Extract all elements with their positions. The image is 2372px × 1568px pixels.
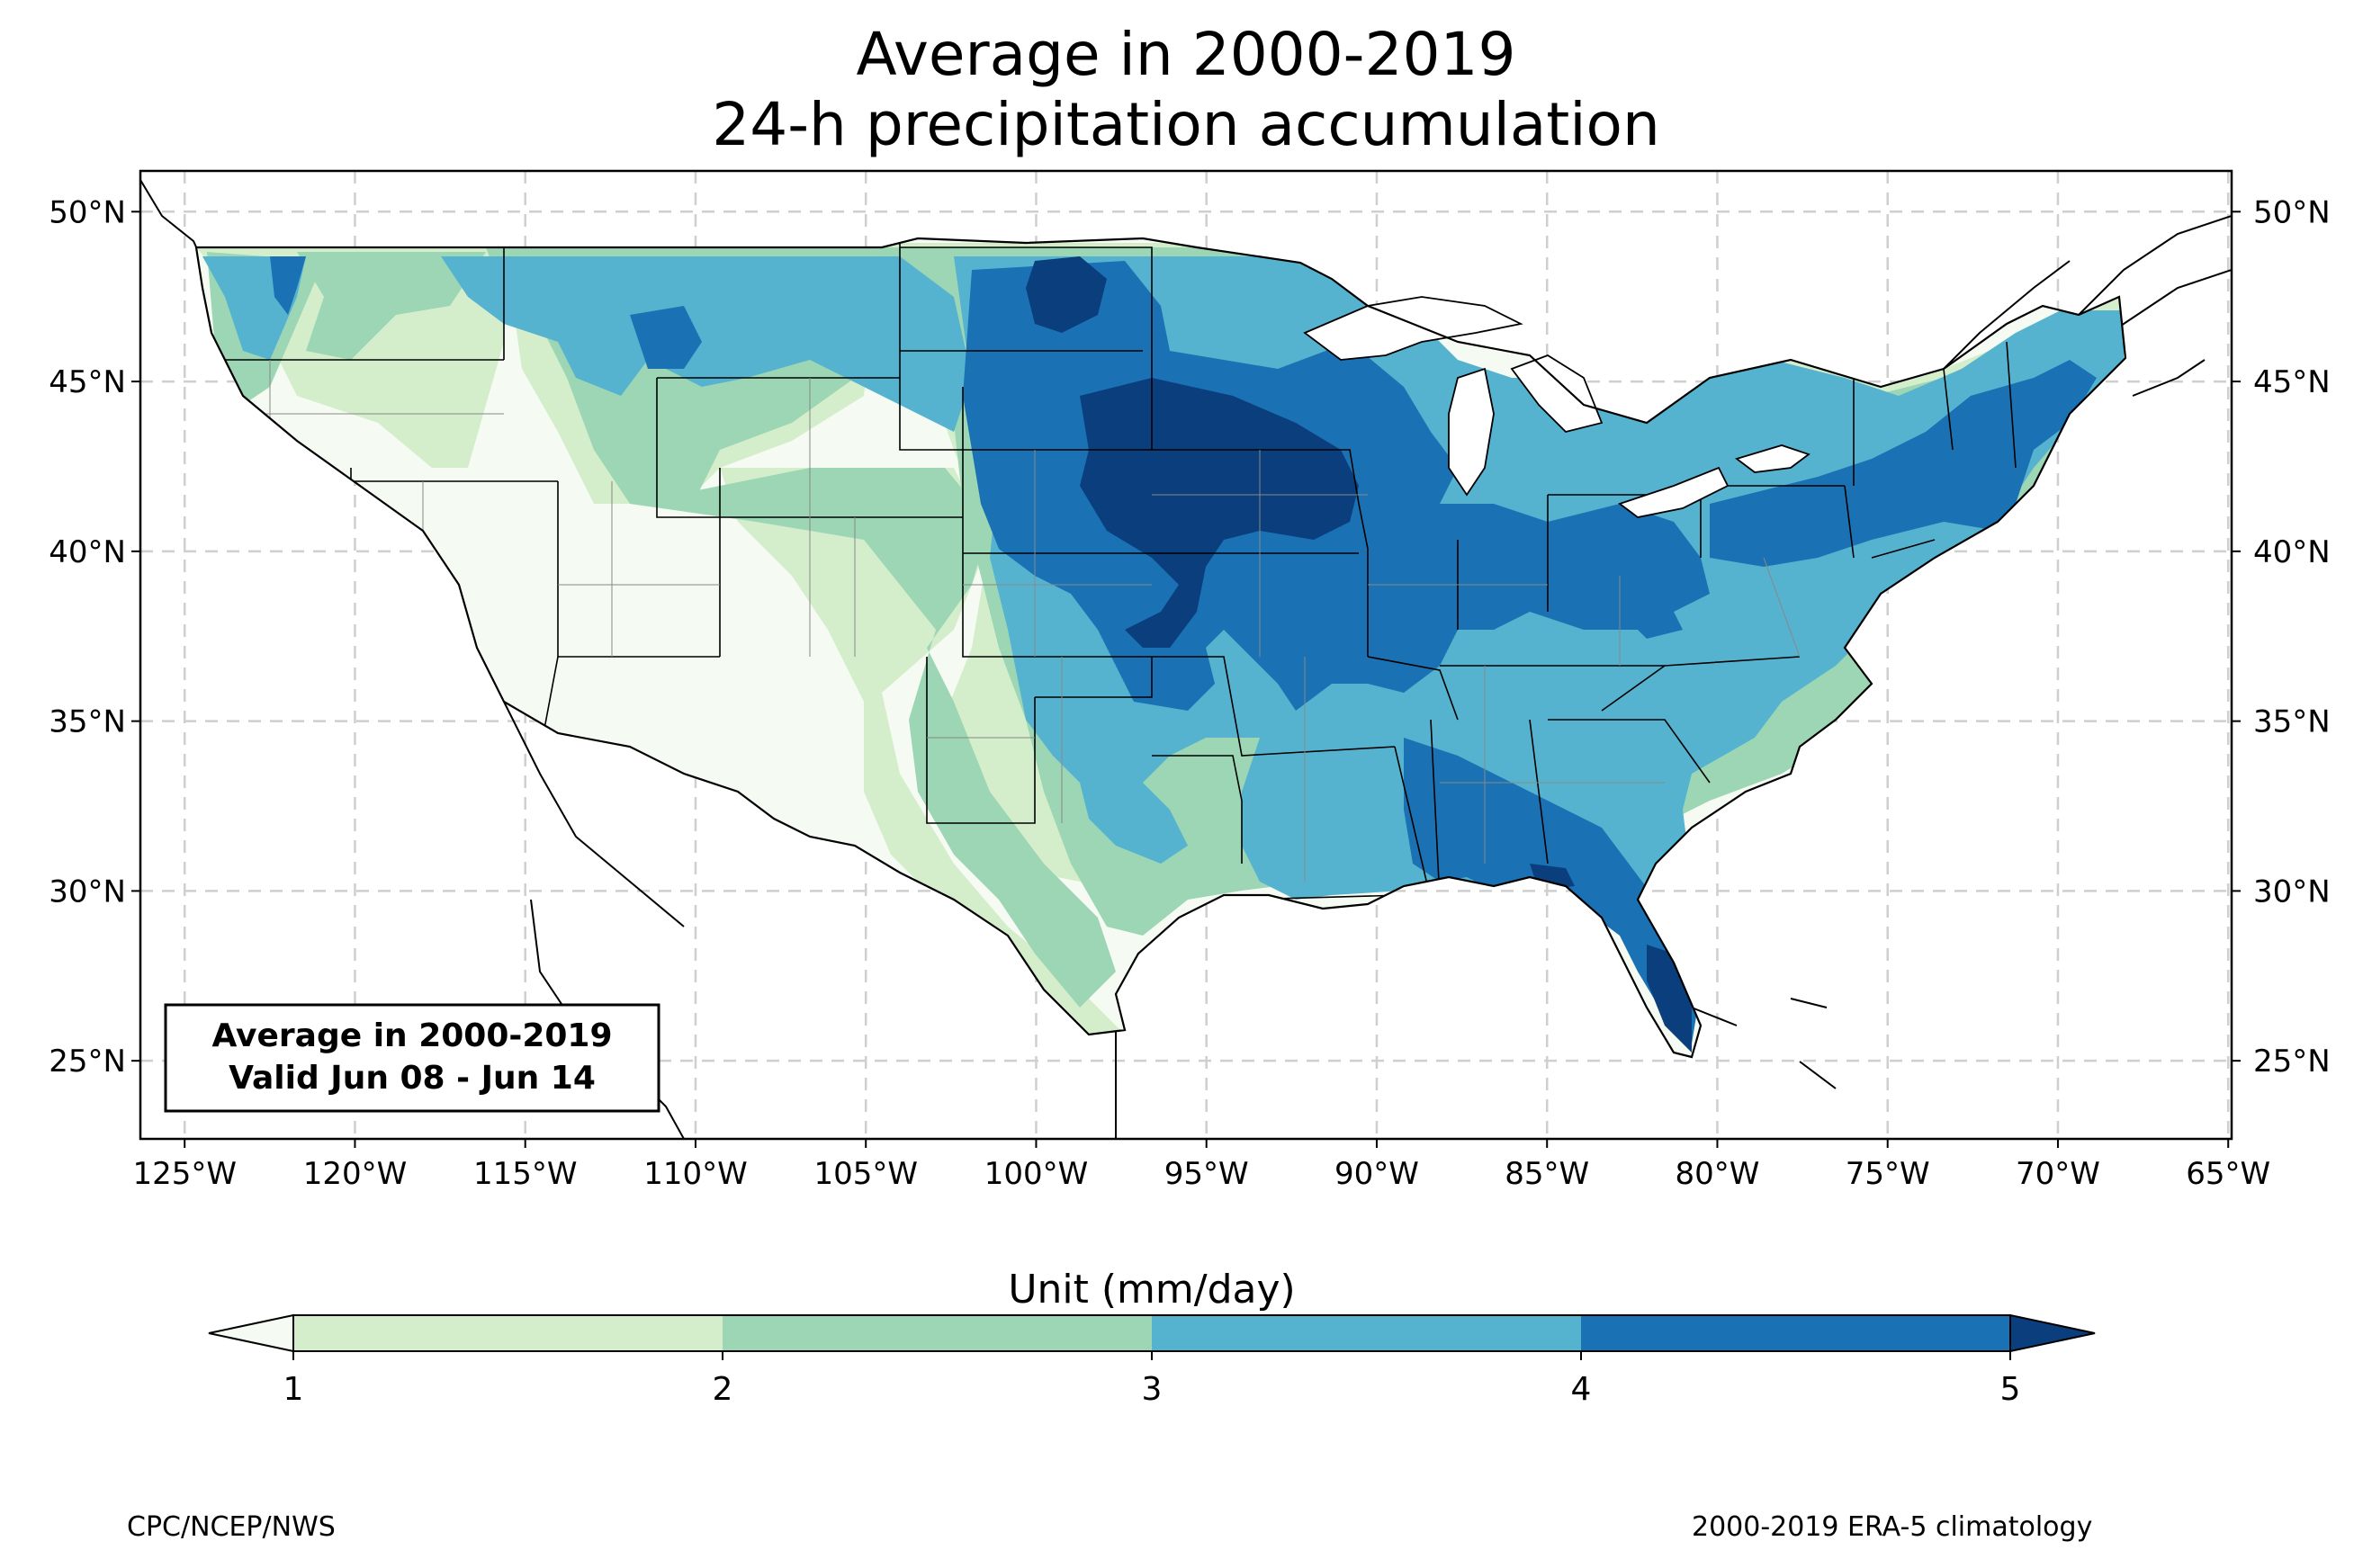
annotation-line1: Average in 2000-2019 bbox=[211, 1017, 612, 1054]
lon-tick-label: 125°W bbox=[132, 1156, 237, 1192]
chart-title: Average in 2000-2019 bbox=[856, 20, 1516, 89]
colorbar-segment-1 bbox=[723, 1315, 1152, 1351]
lon-tick-label: 70°W bbox=[2016, 1156, 2100, 1192]
annotation-line2: Valid Jun 08 - Jun 14 bbox=[229, 1060, 596, 1097]
map-frame bbox=[139, 169, 2233, 1141]
lat-tick-label-left: 25°N bbox=[49, 1044, 126, 1080]
lat-tick-label-right: 40°N bbox=[2253, 534, 2331, 570]
colorbar-tick-label: 3 bbox=[1142, 1371, 1163, 1408]
colorbar-tick-label: 2 bbox=[713, 1371, 733, 1408]
conus-outline bbox=[194, 237, 2127, 1059]
lat-tick-label-right: 25°N bbox=[2253, 1044, 2331, 1080]
colorbar-tick-label: 1 bbox=[283, 1371, 304, 1408]
lat-tick-label-right: 35°N bbox=[2253, 704, 2331, 740]
lon-tick-label: 65°W bbox=[2186, 1156, 2270, 1192]
lon-tick-label: 120°W bbox=[303, 1156, 408, 1192]
great-lakes bbox=[1303, 296, 1810, 518]
colorbar-segment-0 bbox=[293, 1315, 723, 1351]
lon-tick-label: 115°W bbox=[473, 1156, 578, 1192]
colorbar-extend-low bbox=[208, 1313, 294, 1353]
annotation-box: Average in 2000-2019 Valid Jun 08 - Jun … bbox=[164, 1003, 660, 1113]
lat-tick-label-left: 30°N bbox=[49, 874, 126, 909]
lat-tick-label-left: 40°N bbox=[49, 534, 126, 570]
colorbar-segment-3 bbox=[1581, 1315, 2010, 1351]
lon-tick-label: 100°W bbox=[984, 1156, 1089, 1192]
lat-tick-label-right: 45°N bbox=[2253, 364, 2331, 400]
lon-tick-label: 75°W bbox=[1846, 1156, 1930, 1192]
footer-source: CPC/NCEP/NWS bbox=[127, 1511, 336, 1543]
axis-ticks: 125°W 120°W 115°W 110°W 105°W 100°W 95°W 90°W 85… bbox=[49, 194, 2330, 1192]
lon-tick-label: 85°W bbox=[1505, 1156, 1589, 1192]
lon-tick-label: 95°W bbox=[1164, 1156, 1249, 1192]
colorbar-tick-label: 5 bbox=[2000, 1371, 2021, 1408]
precip-band-above-5 bbox=[1026, 256, 1692, 1053]
colorbar-segment-2 bbox=[1152, 1315, 1581, 1351]
colorbar-extend-high bbox=[2009, 1313, 2096, 1353]
lon-tick-label: 90°W bbox=[1334, 1156, 1419, 1192]
colorbar-label: Unit (mm/day) bbox=[1008, 1267, 1295, 1313]
lat-tick-label-left: 50°N bbox=[49, 194, 126, 230]
lat-tick-label-left: 45°N bbox=[49, 364, 126, 400]
footer-dataset: 2000-2019 ERA-5 climatology bbox=[1692, 1511, 2093, 1543]
lat-tick-label-left: 35°N bbox=[49, 704, 126, 740]
colorbar: Unit (mm/day) 1 2 3 4 5 bbox=[208, 1267, 2096, 1408]
lon-tick-label: 105°W bbox=[813, 1156, 918, 1192]
chart-subtitle: 24-h precipitation accumulation bbox=[712, 90, 1660, 159]
lat-tick-label-right: 30°N bbox=[2253, 874, 2331, 909]
lat-tick-label-right: 50°N bbox=[2253, 194, 2331, 230]
colorbar-tick-label: 4 bbox=[1571, 1371, 1592, 1408]
lon-tick-label: 110°W bbox=[643, 1156, 748, 1192]
lon-tick-label: 80°W bbox=[1676, 1156, 1760, 1192]
